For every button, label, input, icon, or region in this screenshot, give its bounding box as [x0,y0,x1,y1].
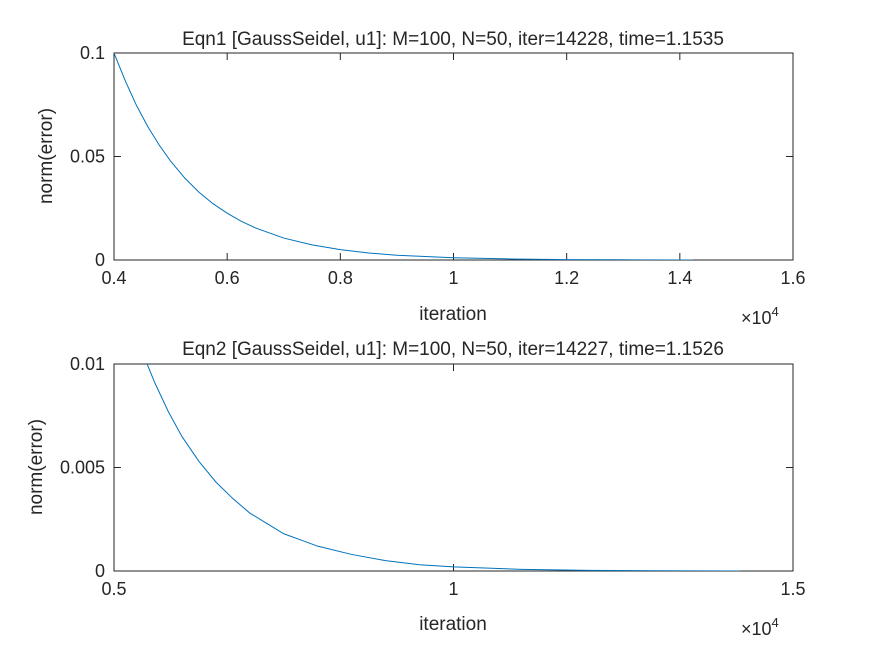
x-axis-multiplier: ×104 [741,615,779,639]
x-axis: 0.4 0.6 0.8 1 1.2 1.4 1.6 [101,53,806,288]
x-tick-label: 1.2 [554,268,579,288]
y-tick-label: 0.005 [60,458,105,478]
x-axis: 0.5 1 1.5 [101,364,806,599]
x-axis-multiplier-base: ×10 [741,619,772,639]
series-line [146,364,741,571]
chart-title: Eqn2 [GaussSeidel, u1]: M=100, N=50, ite… [182,339,724,360]
chart-title: Eqn1 [GaussSeidel, u1]: M=100, N=50, ite… [182,29,724,50]
x-axis-label: iteration [419,304,487,325]
x-tick-label: 1 [448,268,458,288]
x-axis-multiplier: ×104 [741,304,779,328]
x-tick-label: 1.4 [667,268,692,288]
x-tick-label: 1 [448,579,458,599]
y-tick-label: 0.1 [80,43,105,63]
y-tick-label: 0 [95,250,105,270]
y-axis: 0 0.05 0.1 [70,43,793,270]
x-axis-multiplier-base: ×10 [741,308,772,328]
plot-area [113,363,794,572]
x-axis-multiplier-exponent: 4 [772,304,779,319]
y-tick-label: 0.05 [70,147,105,167]
y-tick-label: 0 [95,561,105,581]
x-tick-label: 1.5 [780,579,805,599]
series-line [114,53,693,260]
y-axis: 0 0.005 0.01 [60,354,793,581]
y-axis-label: norm(error) [26,419,47,515]
plot-area [113,52,794,261]
axes-eqn1: Eqn1 [GaussSeidel, u1]: M=100, N=50, ite… [36,29,806,328]
y-tick-label: 0.01 [70,354,105,374]
y-axis-label: norm(error) [36,108,57,204]
x-tick-label: 0.8 [328,268,353,288]
x-tick-label: 0.6 [215,268,240,288]
x-tick-label: 0.5 [101,579,126,599]
x-tick-label: 1.6 [780,268,805,288]
x-tick-label: 0.4 [101,268,126,288]
x-axis-multiplier-exponent: 4 [772,615,779,630]
x-axis-label: iteration [419,614,487,635]
axes-eqn2: Eqn2 [GaussSeidel, u1]: M=100, N=50, ite… [26,339,806,639]
